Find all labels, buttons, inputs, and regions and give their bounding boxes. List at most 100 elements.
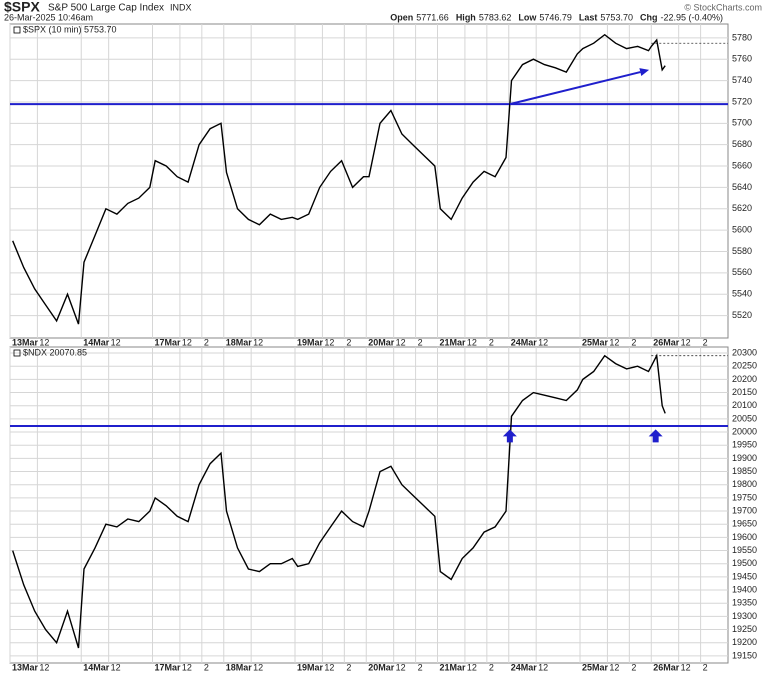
- up-arrow: [502, 429, 517, 443]
- y-tick-label: 20300: [732, 347, 757, 357]
- price-line: [12, 353, 666, 649]
- y-tick-label: 19650: [732, 519, 757, 529]
- x-tick-label: 2: [418, 662, 423, 672]
- y-tick-label: 5760: [732, 54, 752, 64]
- y-tick-label: 5620: [732, 203, 752, 213]
- quote-value: 5771.66: [416, 12, 449, 22]
- x-tick-label: 2: [703, 337, 708, 347]
- quote-value: 5783.62: [479, 12, 512, 22]
- x-tick-label: 12: [609, 337, 619, 347]
- x-tick-label: 12: [467, 337, 477, 347]
- y-tick-label: 5540: [732, 289, 752, 299]
- x-tick-label: 12: [396, 662, 406, 672]
- y-tick-label: 19450: [732, 571, 757, 581]
- y-tick-label: 5600: [732, 225, 752, 235]
- x-tick-label: 2: [631, 337, 636, 347]
- x-tick-label: 2: [204, 337, 209, 347]
- x-tick-label: 13Mar: [12, 337, 39, 347]
- quote-label: Last: [579, 12, 598, 22]
- x-tick-label: 20Mar: [368, 662, 395, 672]
- x-tick-label: 18Mar: [226, 662, 253, 672]
- y-tick-label: 5740: [732, 75, 752, 85]
- x-tick-label: 12: [253, 337, 263, 347]
- y-tick-label: 5580: [732, 246, 752, 256]
- x-tick-label: 2: [703, 662, 708, 672]
- y-tick-label: 20050: [732, 413, 757, 423]
- x-tick-label: 12: [324, 662, 334, 672]
- x-tick-label: 17Mar: [155, 662, 182, 672]
- x-tick-label: 2: [489, 337, 494, 347]
- x-tick-label: 21Mar: [440, 662, 467, 672]
- x-tick-label: 2: [346, 337, 351, 347]
- y-tick-label: 19550: [732, 545, 757, 555]
- x-tick-label: 12: [396, 337, 406, 347]
- y-tick-label: 19300: [732, 611, 757, 621]
- y-tick-label: 5640: [732, 182, 752, 192]
- y-tick-label: 20100: [732, 400, 757, 410]
- arrow-head: [639, 68, 650, 76]
- quote-value: 5753.70: [600, 12, 633, 22]
- y-tick-label: 19350: [732, 598, 757, 608]
- quote-label: Low: [518, 12, 537, 22]
- legend-label: $NDX 20070.85: [23, 347, 87, 357]
- x-tick-label: 12: [39, 337, 49, 347]
- y-tick-label: 5520: [732, 310, 752, 320]
- x-tick-label: 12: [609, 662, 619, 672]
- x-tick-label: 24Mar: [511, 337, 538, 347]
- plot-area: [9, 23, 729, 339]
- x-tick-label: 12: [538, 337, 548, 347]
- y-tick-label: 19500: [732, 558, 757, 568]
- x-tick-label: 20Mar: [368, 337, 395, 347]
- quote-label: High: [456, 12, 476, 22]
- y-tick-label: 5560: [732, 267, 752, 277]
- exchange: INDX: [170, 2, 192, 12]
- quote-value: -22.95 (-0.40%): [660, 12, 723, 22]
- x-tick-label: 18Mar: [226, 337, 253, 347]
- date: 26-Mar-2025 10:46am: [4, 12, 93, 22]
- y-tick-label: 20200: [732, 374, 757, 384]
- x-tick-label: 2: [489, 662, 494, 672]
- x-tick-label: 2: [204, 662, 209, 672]
- x-tick-label: 12: [39, 662, 49, 672]
- y-tick-label: 19850: [732, 466, 757, 476]
- x-tick-label: 19Mar: [297, 662, 324, 672]
- y-tick-label: 5660: [732, 160, 752, 170]
- y-tick-label: 19900: [732, 453, 757, 463]
- quote: Open 5771.66 High 5783.62 Low 5746.79 Last 5753…: [390, 12, 723, 22]
- index-name: S&P 500 Large Cap Index: [48, 3, 164, 14]
- legend-label: $SPX (10 min) 5753.70: [23, 24, 117, 34]
- x-tick-label: 2: [346, 662, 351, 672]
- y-tick-label: 19250: [732, 624, 757, 634]
- x-tick-label: 17Mar: [155, 337, 182, 347]
- x-tick-label: 26Mar: [653, 337, 680, 347]
- y-tick-label: 5700: [732, 118, 752, 128]
- quote-label: Chg: [640, 12, 658, 22]
- x-tick-label: 12: [467, 662, 477, 672]
- x-tick-label: 2: [631, 662, 636, 672]
- quote-label: Open: [390, 12, 413, 22]
- x-tick-label: 12: [111, 337, 121, 347]
- y-tick-label: 5780: [732, 32, 752, 42]
- arrow-shaft: [509, 71, 641, 106]
- x-tick-label: 12: [182, 337, 192, 347]
- x-tick-label: 14Mar: [83, 662, 110, 672]
- y-tick-label: 19800: [732, 479, 757, 489]
- y-tick-label: 19950: [732, 440, 757, 450]
- y-tick-label: 19700: [732, 505, 757, 515]
- x-tick-label: 14Mar: [83, 337, 110, 347]
- plot-area: [9, 346, 729, 664]
- y-tick-label: 5720: [732, 96, 752, 106]
- x-tick-label: 12: [111, 662, 121, 672]
- y-tick-label: 5680: [732, 139, 752, 149]
- legend-box: [13, 26, 21, 34]
- up-arrow: [648, 429, 663, 443]
- x-tick-label: 12: [182, 662, 192, 672]
- y-tick-label: 20150: [732, 387, 757, 397]
- x-tick-label: 2: [418, 337, 423, 347]
- x-tick-label: 24Mar: [511, 662, 538, 672]
- x-tick-label: 12: [538, 662, 548, 672]
- legend-box: [13, 349, 21, 357]
- x-tick-label: 26Mar: [653, 662, 680, 672]
- credit: © StockCharts.com: [684, 2, 762, 12]
- x-tick-label: 12: [253, 662, 263, 672]
